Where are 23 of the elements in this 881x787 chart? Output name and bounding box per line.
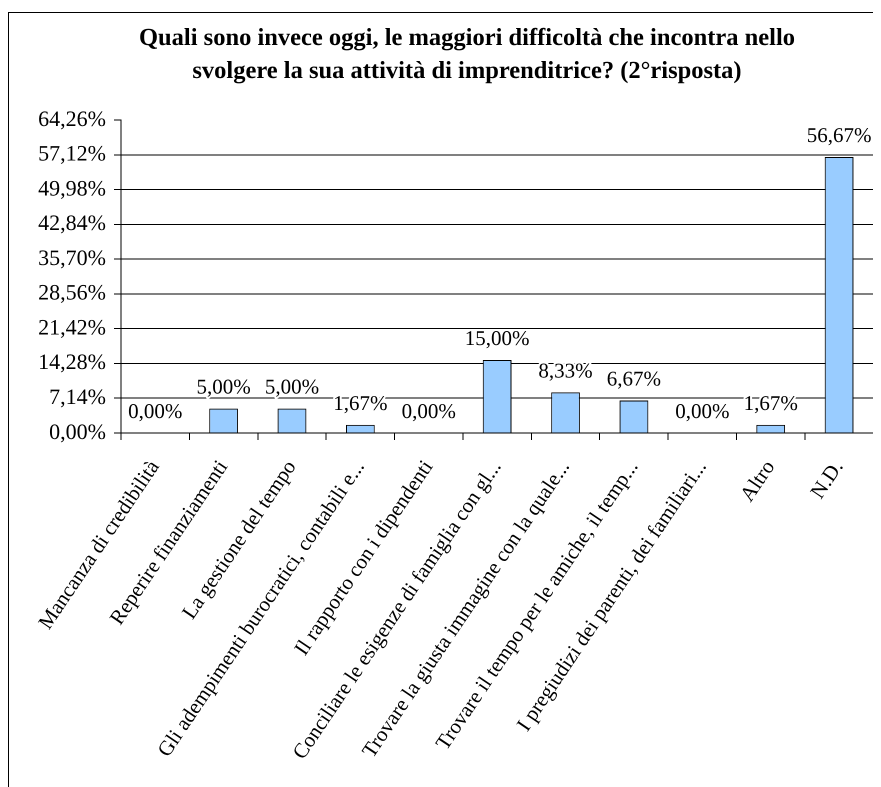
y-tick-label: 28,56% <box>38 280 106 305</box>
y-tick-label: 21,42% <box>38 314 106 340</box>
data-label: 8,33% <box>538 358 593 382</box>
x-tick-label: N.D. <box>805 456 848 503</box>
data-label: 6,67% <box>606 366 662 391</box>
y-tick-label: 14,28% <box>38 349 106 374</box>
chart-title: Quali sono invece oggi, le maggiori difficoltà che incontra nello svolgere la sua attività di imprenditrice? (2°risposta) <box>138 23 796 86</box>
data-label: 1,67% <box>333 390 388 415</box>
y-tick-label: 7,14% <box>49 384 106 410</box>
y-tick-label: 64,26% <box>38 106 106 131</box>
data-label: 0,00% <box>402 399 456 423</box>
data-label: 0,00% <box>675 399 730 423</box>
y-tick-label: 35,70% <box>38 244 106 270</box>
data-label: 0,00% <box>128 399 182 423</box>
data-label: 56,67% <box>806 122 872 147</box>
y-tick-label: 42,84% <box>38 210 106 236</box>
y-tick-label: 57,12% <box>38 140 106 166</box>
data-label: 1,67% <box>744 390 798 415</box>
y-tick-label: 49,98% <box>38 175 106 200</box>
data-label: 15,00% <box>464 326 530 350</box>
data-label: 5,00% <box>264 374 320 399</box>
y-tick-label: 0,00% <box>49 418 106 444</box>
data-label: 5,00% <box>196 374 251 399</box>
